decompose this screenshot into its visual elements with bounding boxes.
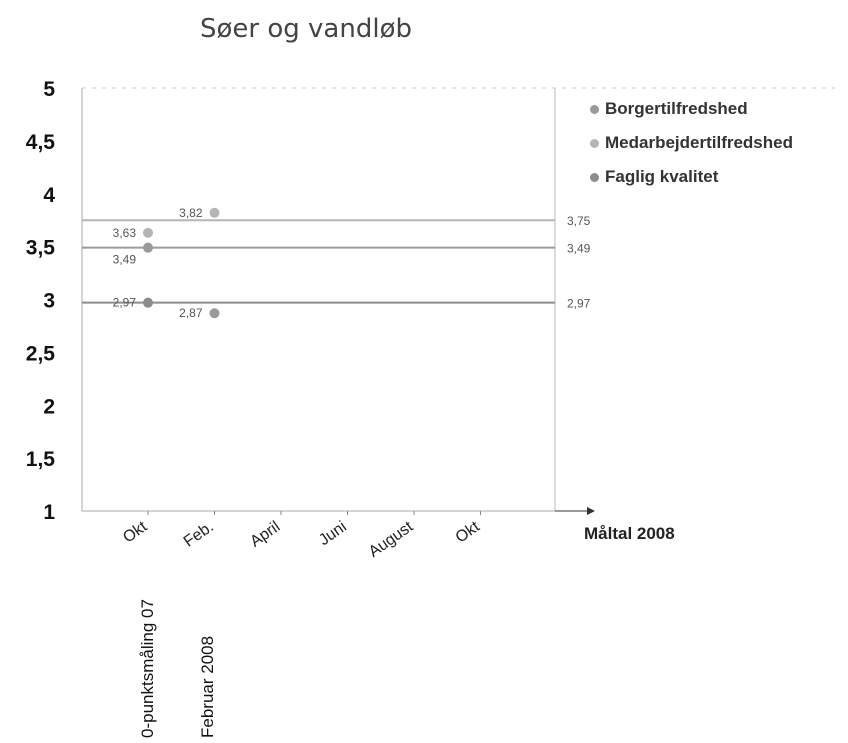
y-tick-label: 1,5 — [26, 448, 56, 471]
period-label-1: Februar 2008 — [198, 635, 217, 738]
data-point — [143, 242, 153, 253]
legend-marker-icon — [590, 104, 599, 114]
x-tick-label: April — [247, 518, 283, 550]
x-tick-label: Okt — [453, 518, 484, 547]
legend-label: Medarbejdertilfredshed — [605, 133, 793, 152]
y-tick-label: 1 — [43, 501, 55, 524]
y-tick-label: 5 — [43, 78, 55, 101]
y-tick-label: 3,5 — [26, 237, 56, 260]
target-label: 3,49 — [567, 242, 591, 256]
data-point — [143, 297, 153, 308]
legend: Borgertilfredshed Medarbejdertilfredshed… — [590, 92, 793, 194]
legend-label: Borgertilfredshed — [605, 99, 748, 118]
data-label: 3,63 — [113, 226, 137, 240]
y-tick-label: 4 — [43, 184, 55, 207]
target-label: 3,75 — [567, 214, 591, 228]
data-label: 3,82 — [179, 206, 203, 220]
x-axis-title: Måltal 2008 — [584, 524, 675, 543]
x-tick-label: Feb. — [181, 518, 217, 550]
data-point — [209, 308, 220, 319]
legend-item-medarbejdertilfredshed: Medarbejdertilfredshed — [590, 126, 793, 160]
x-tick-label: Okt — [120, 518, 151, 547]
data-point — [143, 227, 153, 238]
data-label: 2,97 — [113, 296, 137, 310]
y-tick-label: 2,5 — [26, 342, 56, 365]
target-label: 2,97 — [567, 297, 591, 311]
legend-item-faglig-kvalitet: Faglig kvalitet — [590, 160, 793, 194]
data-point — [209, 207, 220, 218]
x-tick-label: August — [366, 518, 417, 561]
data-label: 3,49 — [113, 253, 137, 267]
legend-marker-icon — [590, 172, 599, 182]
period-label-0: 0-punktsmåling 07 — [138, 599, 157, 738]
y-tick-label: 3 — [43, 290, 55, 313]
data-label: 2,87 — [179, 306, 203, 320]
arrow-icon — [587, 507, 595, 515]
x-tick-label: Juni — [316, 518, 350, 549]
legend-label: Faglig kvalitet — [605, 167, 719, 186]
legend-marker-icon — [590, 138, 599, 148]
chart-title: Søer og vandløb — [200, 14, 412, 44]
y-tick-label: 4,5 — [26, 131, 56, 154]
legend-item-borgertilfredshed: Borgertilfredshed — [590, 92, 793, 126]
y-tick-label: 2 — [43, 395, 55, 418]
